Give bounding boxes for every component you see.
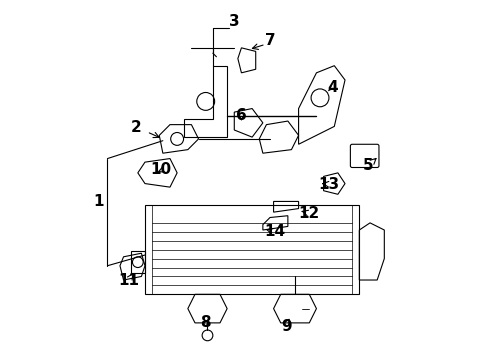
Text: 5: 5 <box>363 158 373 173</box>
Text: 9: 9 <box>281 319 292 334</box>
Text: 10: 10 <box>150 162 172 177</box>
Text: 6: 6 <box>236 108 247 123</box>
Text: 11: 11 <box>119 273 139 288</box>
Text: 12: 12 <box>299 206 320 221</box>
Text: 7: 7 <box>265 33 275 48</box>
Text: 2: 2 <box>131 120 142 135</box>
Text: 1: 1 <box>93 194 104 209</box>
Text: 3: 3 <box>229 14 240 28</box>
Text: 4: 4 <box>327 80 338 95</box>
Text: 14: 14 <box>264 224 285 239</box>
Text: 13: 13 <box>318 177 340 192</box>
Text: 8: 8 <box>200 315 211 330</box>
